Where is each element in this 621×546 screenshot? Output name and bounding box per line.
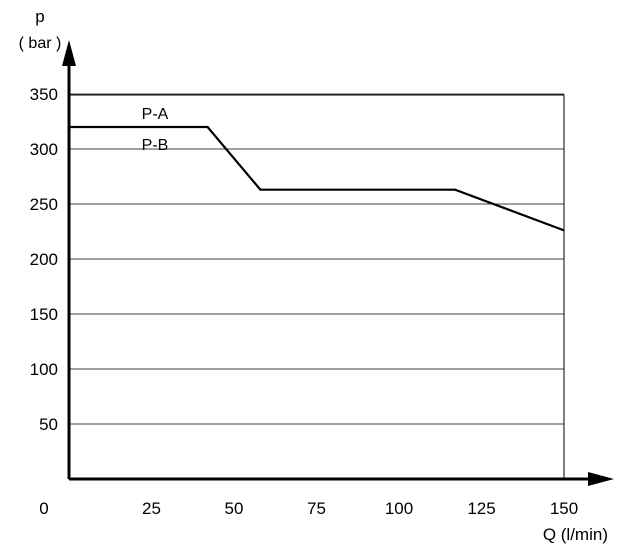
- x-tick-label: 150: [550, 499, 578, 518]
- series-label-p-a: P-A: [142, 106, 169, 123]
- y-tick-label: 150: [30, 305, 58, 324]
- y-axis-arrow: [62, 40, 76, 66]
- x-axis-label: Q (l/min): [543, 525, 608, 544]
- y-tick-label: 200: [30, 250, 58, 269]
- y-axis-unit: ( bar ): [19, 35, 62, 52]
- x-tick-label: 100: [385, 499, 413, 518]
- y-tick-label: 250: [30, 195, 58, 214]
- x-tick-label: 75: [307, 499, 326, 518]
- x-tick-label: 50: [225, 499, 244, 518]
- series-label-p-b: P-B: [142, 137, 169, 154]
- x-tick-label: 25: [142, 499, 161, 518]
- y-tick-label: 50: [39, 415, 58, 434]
- y-tick-label: 100: [30, 360, 58, 379]
- axes: [62, 40, 614, 486]
- series-line-p-a: [69, 125, 565, 232]
- tick-labels: 50 100 150 200 250 300 350 0 25 50 75 100 125 150: [30, 85, 579, 518]
- series-group: [69, 125, 565, 232]
- y-tick-label: 300: [30, 140, 58, 159]
- grid-lines: [69, 93, 564, 425]
- x-tick-label: 125: [467, 499, 495, 518]
- y-tick-label: 350: [30, 85, 58, 104]
- x-tick-label: 0: [39, 499, 48, 518]
- y-axis-label: p: [35, 7, 44, 26]
- x-axis-arrow: [588, 472, 614, 486]
